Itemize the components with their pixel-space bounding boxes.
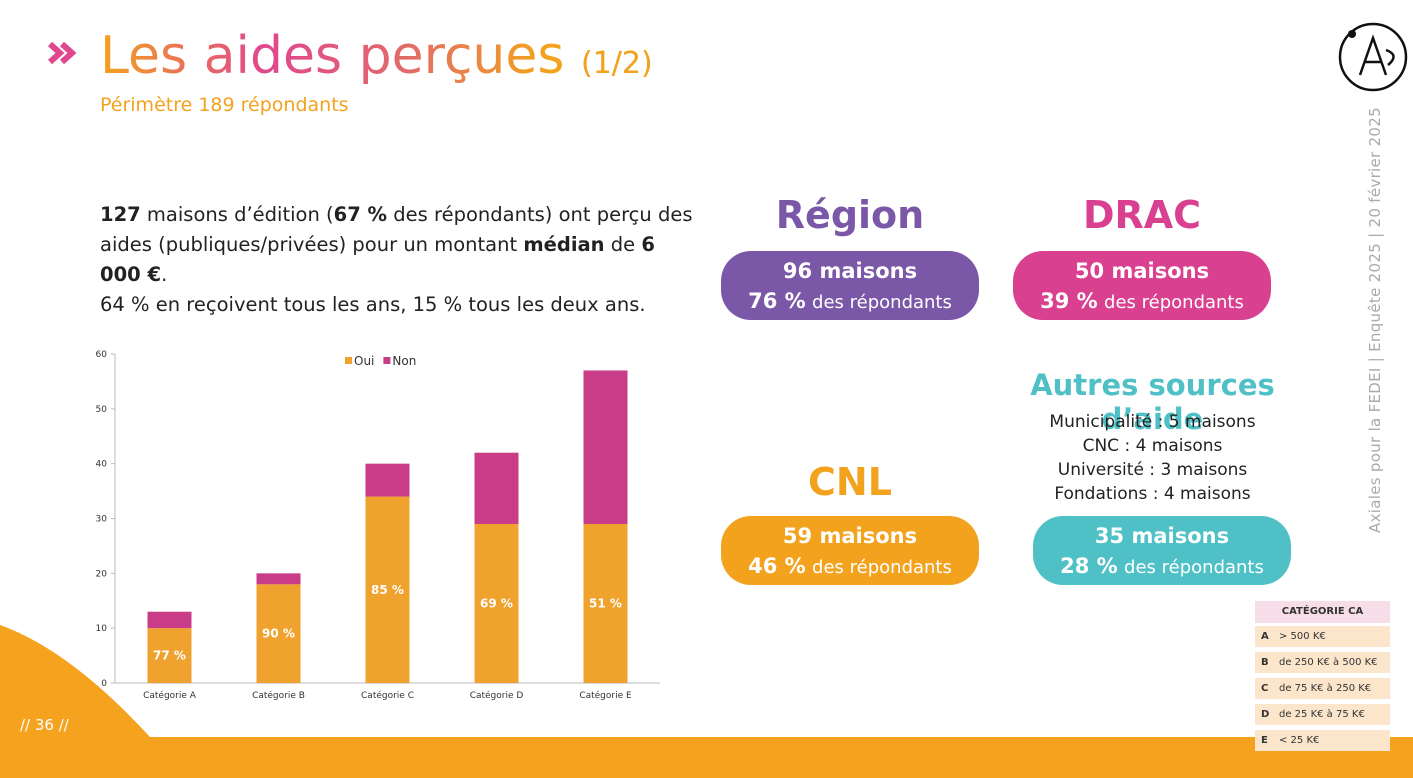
cell: A xyxy=(1261,631,1269,642)
card-title: Région xyxy=(775,193,925,237)
bar xyxy=(147,611,192,629)
bar-annotation: 85 % xyxy=(371,583,404,597)
bar xyxy=(583,523,628,683)
share: 39 % xyxy=(1040,289,1098,313)
bar xyxy=(365,496,410,683)
subtitle: Périmètre 189 répondants xyxy=(100,94,349,116)
intro: 127 maisons d’édition (67 % des répondan… xyxy=(100,200,700,320)
cell: de 75 K€ à 250 K€ xyxy=(1279,683,1372,694)
text: . xyxy=(161,263,168,286)
y-tick-label: 50 xyxy=(96,405,108,415)
legend-label: Oui xyxy=(354,354,374,368)
y-tick-label: 60 xyxy=(96,350,108,360)
item: Université : 3 maisons xyxy=(1057,460,1248,480)
text: 67 % xyxy=(333,203,388,226)
bar-annotation: 77 % xyxy=(153,649,186,663)
logo-dot xyxy=(1348,30,1356,38)
cell: de 250 K€ à 500 K€ xyxy=(1279,657,1378,668)
text: maisons d’édition ( xyxy=(140,203,334,226)
legend-swatch xyxy=(383,357,391,364)
cell: C xyxy=(1261,683,1269,694)
count: 59 maisons xyxy=(782,524,918,548)
cell: D xyxy=(1261,709,1270,720)
x-tick-label: Catégorie C xyxy=(361,690,414,701)
bar-annotation: 90 % xyxy=(262,627,295,641)
y-tick-label: 10 xyxy=(96,624,108,634)
title-part: (1/2) xyxy=(581,46,653,81)
chevron-icon xyxy=(47,41,77,65)
share-text: des répondants xyxy=(1124,557,1264,578)
card: 35 maisons 28 % des répondants xyxy=(1033,516,1291,585)
other-items: Municipalité : 5 maisons CNC : 4 maisons… xyxy=(1010,410,1295,506)
share: 46 % xyxy=(748,554,806,578)
share: 76 % xyxy=(748,289,806,313)
y-tick-label: 30 xyxy=(96,515,108,525)
cell: de 25 K€ à 75 K€ xyxy=(1279,709,1365,720)
cell: < 25 K€ xyxy=(1279,735,1320,746)
title-text: Les aides perçues xyxy=(100,26,565,86)
cell: E xyxy=(1261,735,1268,746)
x-tick-label: Catégorie A xyxy=(143,690,197,701)
cell: B xyxy=(1261,657,1269,668)
item: CNC : 4 maisons xyxy=(1082,436,1223,456)
bar xyxy=(474,523,519,683)
card-title: CNL xyxy=(808,460,892,504)
x-tick-label: Catégorie D xyxy=(470,690,524,701)
legend-label: Non xyxy=(392,354,416,368)
other-title: Autres sources d’aide xyxy=(1030,368,1275,436)
share-text: des répondants xyxy=(812,292,952,313)
text: des répondants) ont perçu des aides (pub… xyxy=(100,203,693,256)
bar xyxy=(256,573,301,585)
card-title: DRAC xyxy=(1082,193,1202,237)
y-tick-label: 20 xyxy=(96,569,108,579)
count: 96 maisons xyxy=(782,259,918,283)
text: 6 000 € xyxy=(100,233,655,286)
card: 96 maisons 76 % des répondants xyxy=(721,251,979,320)
bar-annotation: 51 % xyxy=(589,596,622,610)
table-row: A > 500 K€ xyxy=(1255,626,1390,647)
side-note: Axiales pour la FEDEI | Enquête 2025 | 2… xyxy=(1366,107,1384,533)
bar xyxy=(256,584,301,683)
card: 50 maisons 39 % des répondants xyxy=(1013,251,1271,320)
title: Les aides perçues (1/2) xyxy=(100,26,653,86)
y-tick-label: 0 xyxy=(101,679,107,689)
text: 64 % en reçoivent tous les ans, 15 % tou… xyxy=(100,293,646,316)
y-tick-label: 40 xyxy=(96,460,108,470)
table-row: E < 25 K€ xyxy=(1255,730,1390,751)
bar xyxy=(365,463,410,497)
text: 127 xyxy=(100,203,141,226)
count: 35 maisons xyxy=(1094,524,1230,548)
bar xyxy=(147,628,192,683)
share-text: des répondants xyxy=(812,557,952,578)
card: 59 maisons 46 % des répondants xyxy=(721,516,979,585)
text: de xyxy=(604,233,642,256)
page-number: // 36 // xyxy=(20,716,69,734)
legend-swatch xyxy=(345,357,352,364)
item: Fondations : 4 maisons xyxy=(1054,484,1251,504)
logo-letter xyxy=(1358,34,1388,76)
cell: > 500 K€ xyxy=(1279,631,1326,642)
share: 28 % xyxy=(1060,554,1118,578)
item: Municipalité : 5 maisons xyxy=(1049,412,1256,432)
footer-band xyxy=(0,625,1413,778)
bar xyxy=(583,370,628,524)
x-tick-label: Catégorie B xyxy=(252,690,305,701)
logo-curl xyxy=(1385,48,1395,66)
x-tick-label: Catégorie E xyxy=(579,690,632,701)
bar-annotation: 69 % xyxy=(480,596,513,610)
logo xyxy=(1338,22,1408,92)
share-text: des répondants xyxy=(1104,292,1244,313)
bar-chart: 0 10 20 30 40 50 60 Catégorie A 77 % Catégorie B 9… xyxy=(96,350,660,701)
bar xyxy=(474,452,519,524)
count: 50 maisons xyxy=(1074,259,1210,283)
text: médian xyxy=(523,233,605,256)
table-header: CATÉGORIE CA xyxy=(1255,601,1390,623)
